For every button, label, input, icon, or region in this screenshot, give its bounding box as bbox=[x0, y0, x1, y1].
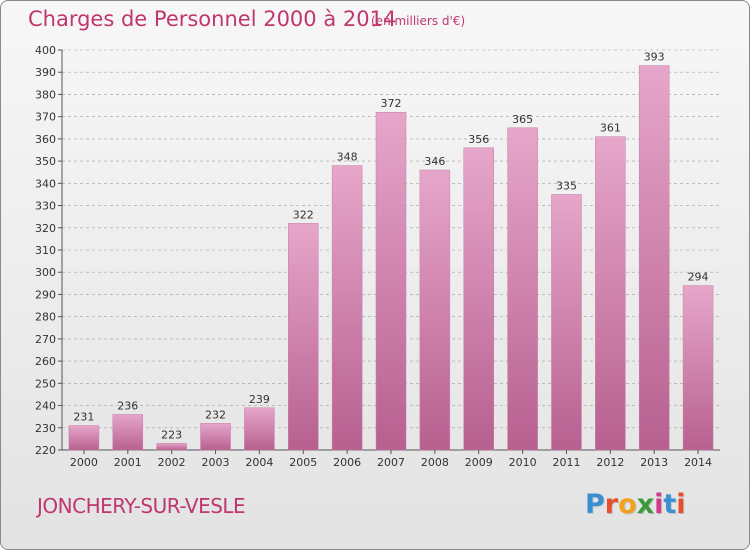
y-tick-label: 400 bbox=[35, 44, 56, 57]
bar bbox=[200, 423, 231, 451]
y-tick-label: 390 bbox=[35, 66, 56, 79]
bar bbox=[331, 165, 363, 451]
proxiti-logo[interactable]: Proxiti bbox=[585, 489, 686, 520]
bar-value-label: 346 bbox=[424, 155, 445, 168]
bar-value-label: 361 bbox=[600, 122, 621, 135]
y-tick-label: 290 bbox=[35, 288, 56, 301]
commune-name: JONCHERY-SUR-VESLE bbox=[37, 494, 246, 518]
x-tick-label: 2006 bbox=[333, 456, 361, 469]
bar-value-label: 239 bbox=[249, 393, 270, 406]
y-tick-label: 350 bbox=[35, 155, 56, 168]
y-tick-label: 310 bbox=[35, 244, 56, 257]
bar-value-label: 335 bbox=[556, 179, 577, 192]
bar-value-label: 372 bbox=[381, 97, 402, 110]
x-tick-label: 2012 bbox=[596, 456, 624, 469]
y-tick-label: 320 bbox=[35, 222, 56, 235]
y-tick-label: 230 bbox=[35, 422, 56, 435]
bar bbox=[288, 223, 319, 451]
x-tick-label: 2014 bbox=[684, 456, 712, 469]
y-tick-label: 240 bbox=[35, 400, 56, 413]
bar bbox=[375, 111, 407, 451]
x-tick-label: 2011 bbox=[552, 456, 580, 469]
x-tick-label: 2004 bbox=[245, 456, 273, 469]
bar bbox=[638, 65, 670, 451]
x-tick-label: 2002 bbox=[158, 456, 186, 469]
bar bbox=[244, 407, 275, 451]
y-tick-label: 270 bbox=[35, 333, 56, 346]
y-tick-label: 330 bbox=[35, 200, 56, 213]
bar-value-label: 348 bbox=[337, 151, 358, 164]
x-tick-label: 2000 bbox=[70, 456, 98, 469]
bar bbox=[507, 127, 538, 451]
logo-letter: t bbox=[663, 489, 677, 520]
bar-value-label: 393 bbox=[644, 51, 665, 64]
y-tick-label: 300 bbox=[35, 266, 56, 279]
y-tick-label: 380 bbox=[35, 88, 56, 101]
logo-letter: P bbox=[585, 489, 605, 520]
bar-value-label: 223 bbox=[161, 428, 182, 441]
y-tick-label: 340 bbox=[35, 177, 56, 190]
logo-letter: i bbox=[676, 489, 686, 520]
y-tick-label: 280 bbox=[35, 311, 56, 324]
bar-value-label: 365 bbox=[512, 113, 533, 126]
bar bbox=[156, 443, 187, 451]
bar-value-label: 356 bbox=[468, 133, 489, 146]
y-tick-label: 370 bbox=[35, 111, 56, 124]
y-tick-label: 360 bbox=[35, 133, 56, 146]
y-tick-label: 220 bbox=[35, 444, 56, 457]
bar-value-label: 322 bbox=[293, 208, 314, 221]
x-tick-label: 2003 bbox=[202, 456, 230, 469]
logo-letter: x bbox=[636, 489, 655, 520]
y-tick-label: 250 bbox=[35, 377, 56, 390]
bar-value-label: 232 bbox=[205, 408, 226, 421]
x-tick-label: 2007 bbox=[377, 456, 405, 469]
x-tick-label: 2013 bbox=[640, 456, 668, 469]
logo-letter: o bbox=[618, 489, 637, 520]
x-tick-label: 2010 bbox=[509, 456, 537, 469]
logo-letter: r bbox=[604, 489, 619, 520]
x-tick-label: 2001 bbox=[114, 456, 142, 469]
bar bbox=[419, 169, 451, 451]
bar-value-label: 231 bbox=[73, 411, 94, 424]
x-tick-label: 2005 bbox=[289, 456, 317, 469]
bar-value-label: 294 bbox=[688, 271, 709, 284]
chart-title: Charges de Personnel 2000 à 2014 bbox=[28, 7, 397, 31]
bar bbox=[463, 147, 494, 451]
bar bbox=[551, 194, 582, 451]
y-tick-label: 260 bbox=[35, 355, 56, 368]
bar bbox=[68, 425, 100, 451]
x-tick-label: 2008 bbox=[421, 456, 449, 469]
chart-unit-note: (en milliers d'€) bbox=[371, 14, 466, 28]
bar bbox=[112, 414, 144, 451]
logo-letter: i bbox=[654, 489, 664, 520]
bar-value-label: 236 bbox=[117, 399, 138, 412]
bar bbox=[595, 136, 626, 451]
bar bbox=[682, 285, 714, 451]
x-tick-label: 2009 bbox=[465, 456, 493, 469]
